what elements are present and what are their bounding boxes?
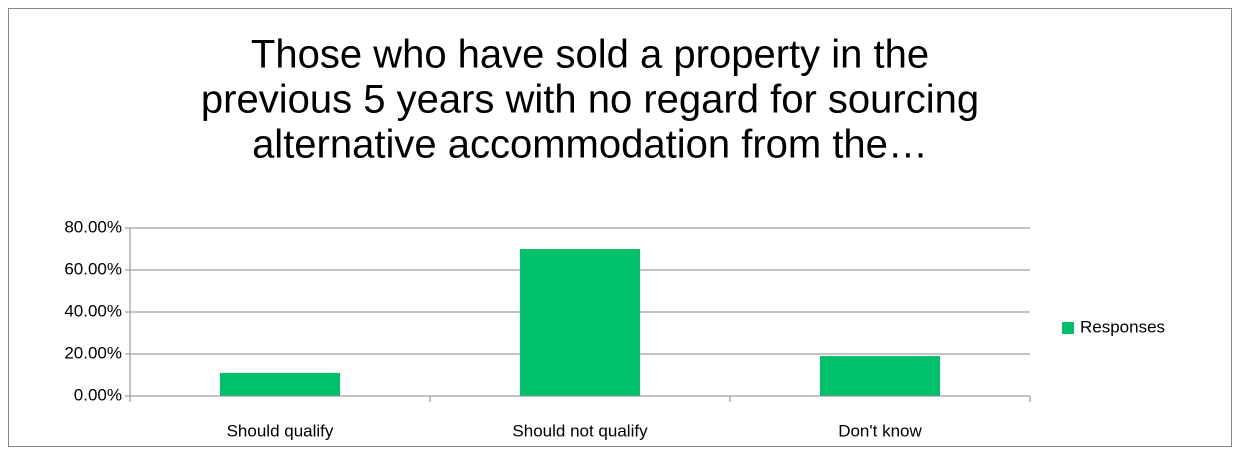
y-tick-label: 60.00% xyxy=(64,259,122,278)
legend-label: Responses xyxy=(1080,317,1165,336)
y-tick-label: 0.00% xyxy=(74,385,122,404)
x-tick-label: Should not qualify xyxy=(512,421,648,440)
x-tick-label: Don't know xyxy=(838,421,922,440)
chart-title: Those who have sold a property in the xyxy=(251,33,929,77)
y-tick-label: 40.00% xyxy=(64,301,122,320)
bar xyxy=(520,249,640,396)
chart-title: previous 5 years with no regard for sour… xyxy=(201,78,979,122)
legend-swatch xyxy=(1062,322,1074,334)
y-tick-label: 20.00% xyxy=(64,343,122,362)
bar xyxy=(220,372,340,396)
chart-title: alternative accommodation from the… xyxy=(252,123,928,167)
y-tick-label: 80.00% xyxy=(64,217,122,236)
x-tick-label: Should qualify xyxy=(227,421,334,440)
bar xyxy=(820,356,940,396)
